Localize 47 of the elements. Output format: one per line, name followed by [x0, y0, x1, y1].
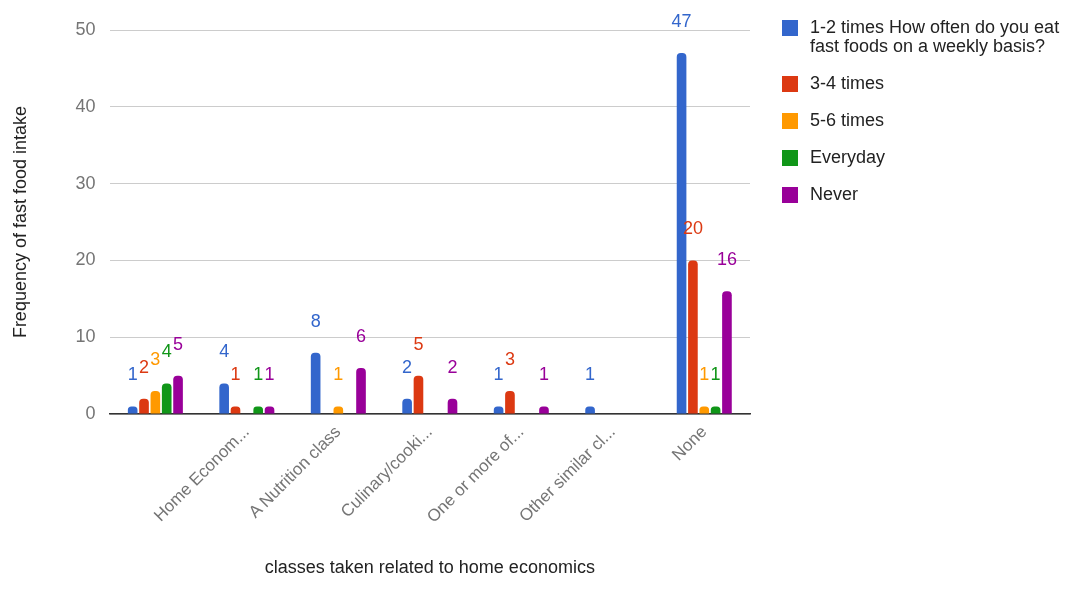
bar [688, 260, 698, 414]
data-label: 5 [413, 333, 424, 354]
y-axis-title: Frequency of fast food intake [9, 105, 30, 339]
data-label: 1 [230, 364, 241, 385]
y-tick-label: 40 [75, 95, 96, 116]
data-label: 1 [264, 364, 275, 385]
legend-label: Everyday [810, 147, 886, 167]
data-label: 2 [402, 356, 413, 377]
data-label: 1 [699, 364, 710, 385]
data-label: 1 [127, 364, 138, 385]
x-axis-title: classes taken related to home economics [264, 557, 595, 578]
y-tick-label: 30 [75, 172, 96, 193]
bar [413, 375, 424, 414]
bar [722, 291, 732, 414]
y-tick-label: 20 [75, 249, 96, 270]
bar [505, 391, 515, 414]
data-label: 4 [219, 341, 230, 362]
bar [447, 398, 458, 414]
legend-label: 5-6 times [810, 110, 885, 130]
y-tick-label: 0 [85, 403, 96, 424]
legend-label: 3-4 times [810, 73, 885, 93]
data-label: 3 [504, 349, 515, 370]
data-label: 6 [356, 325, 367, 346]
data-label: 1 [710, 364, 721, 385]
bar [356, 368, 366, 414]
data-label: 1 [253, 364, 264, 385]
data-label: 47 [671, 11, 692, 32]
bar [219, 383, 229, 414]
legend-label: 1-2 times How often do you eat fast foods on a weekly basis? [810, 17, 1061, 56]
bar [161, 383, 172, 414]
legend-label: Never [810, 184, 859, 204]
data-label: 2 [139, 356, 150, 377]
data-label: 16 [716, 249, 737, 270]
data-label: 3 [150, 349, 161, 370]
data-label: 2 [447, 356, 458, 377]
y-tick-label: 50 [75, 18, 96, 39]
bar [150, 391, 161, 414]
data-label: 8 [310, 310, 321, 331]
bar [173, 375, 183, 414]
data-label: 4 [161, 341, 172, 362]
data-label: 5 [173, 333, 184, 354]
data-label: 1 [493, 364, 504, 385]
bar [310, 352, 321, 414]
y-tick-label: 10 [75, 326, 96, 347]
data-label: 1 [333, 364, 344, 385]
data-label: 1 [538, 364, 549, 385]
data-label: 1 [585, 364, 596, 385]
